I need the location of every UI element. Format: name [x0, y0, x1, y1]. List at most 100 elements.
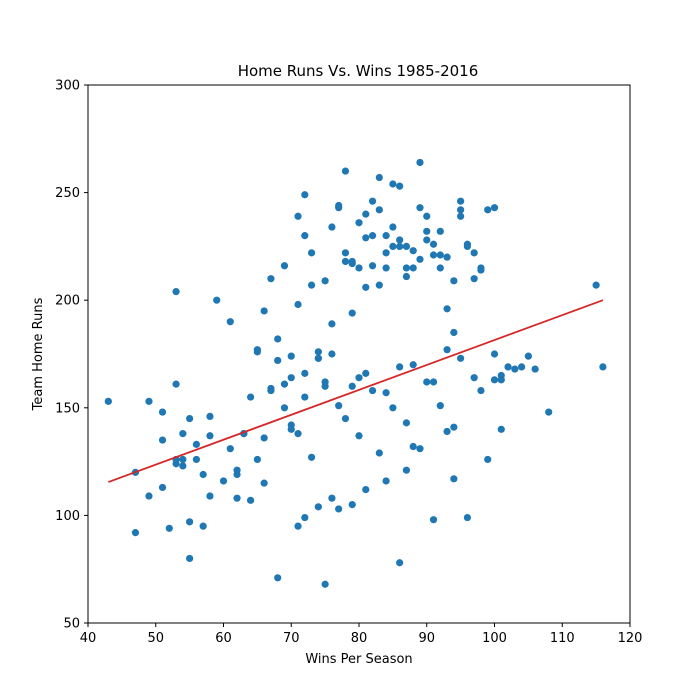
data-point [219, 477, 228, 485]
data-point [280, 380, 289, 388]
data-point [348, 382, 356, 390]
data-point [213, 296, 221, 304]
y-tick-label: 200 [55, 294, 80, 309]
data-point [457, 212, 465, 220]
data-point [192, 440, 200, 448]
data-point [416, 204, 424, 212]
y-tick-label: 300 [55, 79, 80, 94]
data-point [389, 180, 397, 188]
data-point [341, 167, 350, 175]
data-point [409, 361, 417, 369]
data-point [402, 466, 411, 474]
data-point [233, 494, 241, 502]
data-point [260, 479, 268, 487]
data-point [457, 354, 465, 362]
x-axis: 40 50 60 70 80 90 100 110 120 [80, 623, 642, 646]
data-point [402, 272, 411, 281]
data-point [531, 365, 539, 373]
data-point [328, 320, 336, 328]
data-point [416, 255, 424, 263]
data-point [179, 430, 187, 438]
data-point [274, 574, 282, 582]
y-axis: 50 100 150 200 250 300 [55, 79, 88, 632]
data-point [287, 425, 295, 433]
data-point [592, 281, 600, 289]
data-point [450, 328, 458, 337]
data-point [436, 227, 444, 235]
y-tick-label: 150 [55, 401, 80, 416]
data-point [186, 414, 194, 423]
data-point [524, 352, 532, 360]
data-point [457, 197, 465, 205]
x-tick-label: 50 [147, 631, 164, 646]
data-point [328, 350, 336, 358]
data-point [321, 277, 329, 285]
data-point [206, 432, 214, 440]
data-point [335, 402, 343, 410]
data-point [470, 275, 478, 283]
data-point [402, 264, 411, 272]
data-point [314, 354, 322, 362]
data-point [328, 494, 336, 502]
data-point [341, 257, 350, 266]
data-point [429, 378, 438, 386]
data-point [355, 374, 363, 382]
data-point [368, 386, 377, 395]
data-point [274, 335, 282, 343]
data-point [423, 212, 431, 220]
data-point [382, 249, 390, 257]
data-point [226, 318, 234, 326]
y-tick-label: 50 [63, 617, 80, 632]
data-point [396, 242, 404, 250]
data-point [477, 386, 485, 395]
data-point [199, 470, 207, 479]
data-point [429, 251, 438, 259]
data-point [267, 386, 275, 395]
data-point [206, 412, 214, 421]
data-point [484, 455, 492, 464]
data-point [429, 240, 438, 248]
data-point [335, 505, 343, 513]
data-point [287, 352, 295, 360]
data-point [172, 380, 180, 388]
data-point [233, 470, 241, 479]
data-point [206, 492, 214, 500]
data-point [172, 287, 180, 296]
data-point [450, 475, 458, 483]
data-point [477, 264, 485, 272]
x-tick-label: 90 [418, 631, 435, 646]
data-point [497, 425, 505, 433]
trendline [108, 299, 604, 483]
data-point [192, 455, 200, 464]
data-point [267, 275, 275, 283]
data-point [328, 223, 336, 231]
data-point [423, 236, 431, 244]
data-point [314, 348, 322, 356]
points-layer [104, 158, 607, 588]
data-point [409, 264, 417, 272]
data-point [463, 513, 471, 522]
data-point [599, 363, 607, 371]
data-point [511, 365, 519, 373]
data-point [382, 477, 390, 485]
data-point [484, 206, 492, 214]
data-point [368, 262, 377, 270]
y-tick-label: 250 [55, 186, 80, 201]
data-point [321, 580, 329, 588]
data-point [226, 445, 234, 453]
data-point [280, 404, 289, 412]
data-point [247, 393, 255, 401]
data-point [490, 204, 499, 212]
data-point [470, 249, 478, 257]
data-point [382, 264, 390, 272]
data-point [375, 281, 383, 289]
data-point [375, 173, 383, 182]
data-point [375, 449, 383, 457]
data-point [416, 158, 424, 167]
data-point [436, 402, 444, 410]
data-point [294, 430, 302, 438]
data-point [436, 264, 444, 272]
data-point [307, 453, 316, 461]
x-tick-label: 80 [351, 631, 368, 646]
